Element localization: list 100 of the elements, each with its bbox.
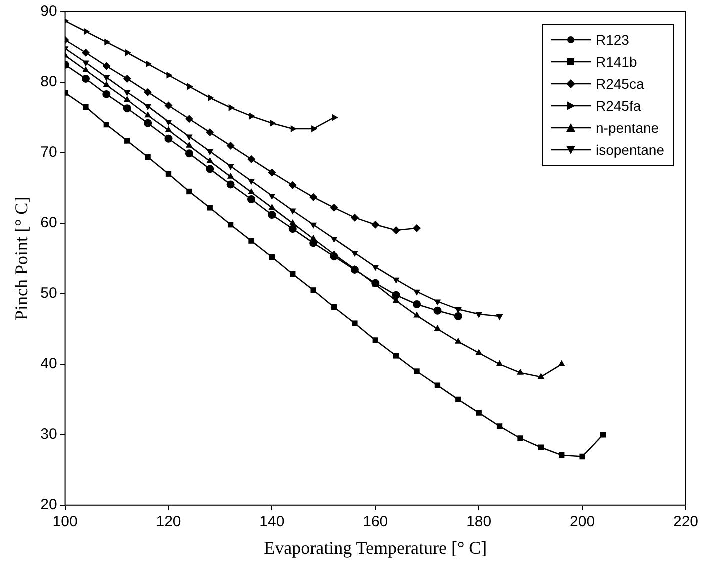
y-tick-label: 80 [40,74,58,91]
y-tick-label: 90 [40,3,58,20]
point [456,396,462,402]
point [414,368,420,374]
point [82,66,90,73]
point [600,432,606,438]
point [434,300,442,306]
point [186,142,193,148]
point [517,368,524,375]
point [454,312,462,320]
point [166,72,173,79]
point [330,204,338,212]
point [413,300,422,309]
point [104,122,110,128]
point [496,360,504,366]
point [104,38,111,46]
point [268,168,276,177]
x-tick-label: 220 [673,514,699,531]
point [164,134,173,143]
point [476,312,483,318]
point [454,338,462,344]
point [372,265,380,272]
legend-label: R141b [596,53,638,72]
point [372,220,380,229]
point [289,208,296,215]
legend-label: n-pentane [596,119,660,138]
point [248,155,256,164]
x-tick-label: 140 [260,514,285,531]
point [350,214,359,222]
point [580,454,586,460]
point [102,62,111,70]
point [248,195,256,204]
point [185,115,194,124]
point [123,74,132,83]
point [434,382,441,388]
point [144,88,152,96]
point [248,179,255,186]
point [270,120,276,127]
point [165,126,172,132]
point [125,49,132,56]
point [228,104,235,112]
point [185,150,194,158]
point [124,96,131,102]
point [269,254,276,260]
point [394,353,400,359]
point [248,188,255,194]
point [330,252,338,261]
point [518,436,524,442]
point [82,48,90,57]
point [290,126,297,132]
point [414,312,420,318]
point [268,194,276,200]
point [206,150,214,156]
point [496,424,503,430]
x-tick-label: 200 [570,514,596,531]
point [496,314,504,320]
point [186,134,193,141]
point [208,94,214,102]
legend-label: isopentane [596,141,665,160]
point [144,104,152,110]
point [414,290,420,296]
point [102,90,111,98]
y-tick-label: 70 [40,144,58,162]
point [289,219,296,226]
point [206,128,214,137]
point [538,373,545,380]
point [206,165,214,174]
x-tick-label: 180 [466,514,492,531]
point [165,120,172,126]
point [351,251,358,258]
y-axis-title: Pinch Point [° C] [12,196,32,321]
point [331,304,338,310]
point [330,236,338,243]
legend-label: R245fa [596,97,642,116]
x-tick-label: 100 [52,514,78,531]
point [288,181,297,190]
point [434,306,442,315]
point [476,410,482,416]
point [144,112,152,118]
point [226,180,235,189]
point [124,138,130,144]
point [250,112,256,120]
point [454,307,462,314]
point [312,126,318,132]
point [413,224,422,232]
point [207,205,213,211]
point [103,76,110,82]
point [186,188,192,195]
point [310,239,318,248]
point [558,360,566,366]
point [82,74,90,83]
point [226,142,235,150]
point [228,222,234,228]
y-tick-label: 50 [40,285,58,302]
x-tick-label: 160 [363,514,388,531]
y-tick-label: 30 [40,426,58,444]
point [392,278,400,284]
point [83,104,89,110]
point [145,154,151,160]
point [352,320,358,326]
